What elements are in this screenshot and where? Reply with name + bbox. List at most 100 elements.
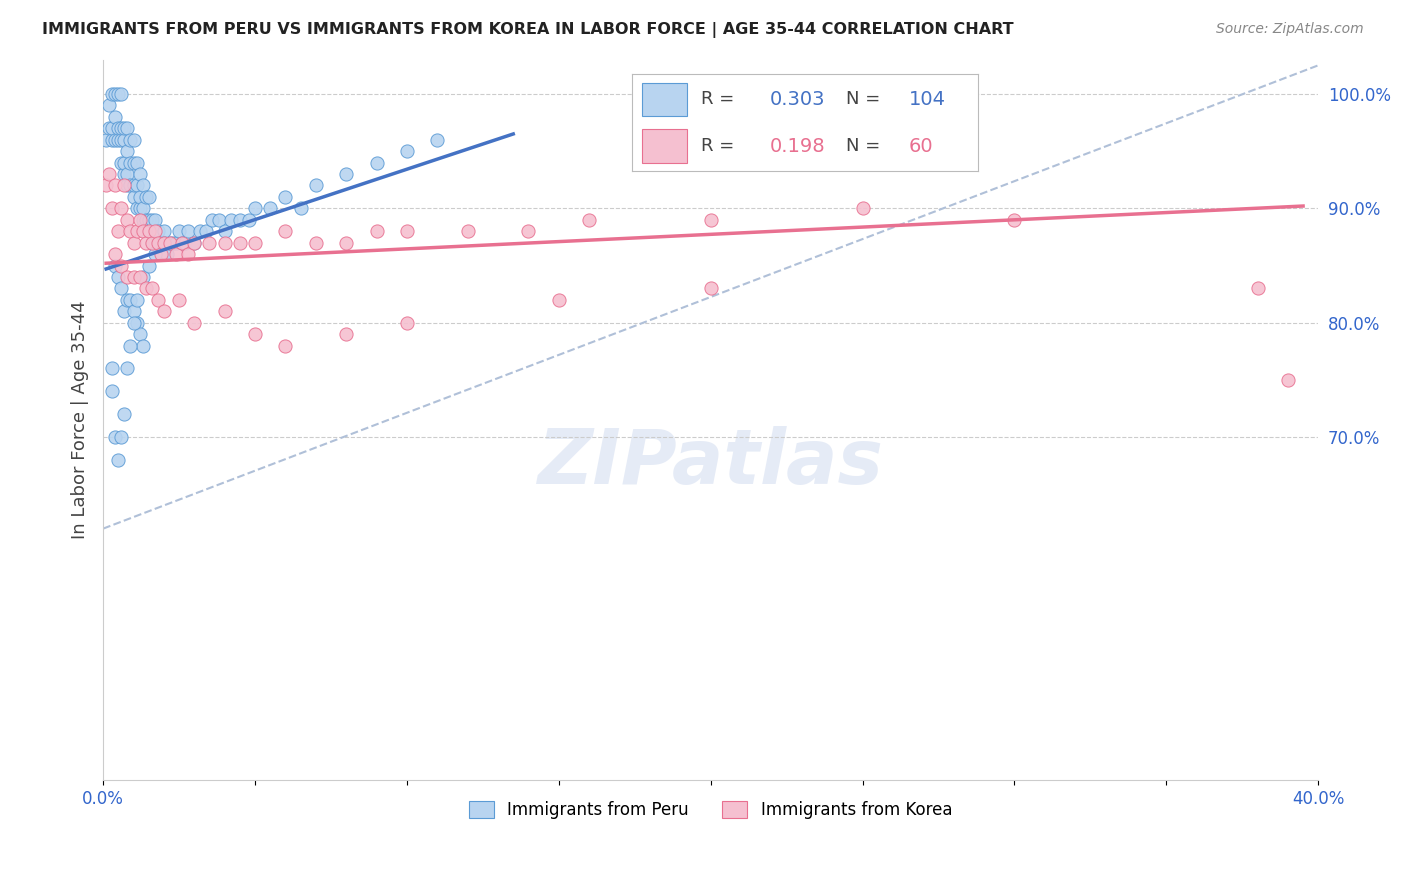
Point	[104, 178, 127, 193]
Point	[122, 190, 145, 204]
Point	[143, 212, 166, 227]
Point	[112, 407, 135, 421]
Point	[120, 224, 142, 238]
Point	[104, 430, 127, 444]
Point	[395, 316, 418, 330]
Point	[1004, 212, 1026, 227]
Point	[128, 167, 150, 181]
Point	[125, 178, 148, 193]
Point	[107, 453, 129, 467]
Point	[122, 316, 145, 330]
Text: ZIPatlas: ZIPatlas	[537, 426, 884, 500]
Point	[1277, 373, 1299, 387]
Point	[138, 259, 160, 273]
Point	[110, 87, 132, 101]
Point	[101, 361, 124, 376]
Point	[165, 247, 187, 261]
Point	[153, 304, 176, 318]
Point	[110, 121, 132, 136]
Text: Source: ZipAtlas.com: Source: ZipAtlas.com	[1216, 22, 1364, 37]
Point	[125, 224, 148, 238]
Point	[101, 133, 124, 147]
Point	[143, 224, 166, 238]
Point	[112, 304, 135, 318]
Point	[107, 121, 129, 136]
Point	[101, 87, 124, 101]
Point	[153, 235, 176, 250]
Point	[167, 293, 190, 307]
Point	[110, 133, 132, 147]
Point	[131, 338, 153, 352]
Point	[183, 316, 205, 330]
Point	[125, 202, 148, 216]
Point	[177, 247, 200, 261]
Point	[149, 247, 172, 261]
Point	[120, 293, 142, 307]
Point	[107, 87, 129, 101]
Point	[131, 212, 153, 227]
Point	[517, 224, 540, 238]
Point	[117, 269, 139, 284]
Point	[146, 235, 169, 250]
Point	[128, 327, 150, 342]
Point	[156, 247, 179, 261]
Point	[110, 281, 132, 295]
Point	[120, 133, 142, 147]
Point	[104, 247, 127, 261]
Point	[153, 224, 176, 238]
Point	[122, 235, 145, 250]
Point	[110, 155, 132, 169]
Point	[243, 327, 266, 342]
Point	[238, 212, 260, 227]
Point	[426, 133, 449, 147]
Point	[135, 281, 157, 295]
Point	[183, 235, 205, 250]
Point	[117, 361, 139, 376]
Point	[138, 224, 160, 238]
Point	[165, 235, 187, 250]
Point	[177, 224, 200, 238]
Point	[104, 259, 127, 273]
Point	[112, 121, 135, 136]
Point	[128, 212, 150, 227]
Point	[174, 235, 197, 250]
Point	[131, 178, 153, 193]
Point	[128, 202, 150, 216]
Point	[335, 327, 357, 342]
Point	[547, 293, 569, 307]
Point	[125, 155, 148, 169]
Point	[141, 212, 163, 227]
Point	[201, 212, 224, 227]
Point	[122, 133, 145, 147]
Point	[128, 190, 150, 204]
Point	[107, 224, 129, 238]
Point	[98, 98, 121, 112]
Point	[138, 190, 160, 204]
Point	[188, 224, 211, 238]
Point	[131, 202, 153, 216]
Y-axis label: In Labor Force | Age 35-44: In Labor Force | Age 35-44	[72, 301, 89, 540]
Point	[131, 269, 153, 284]
Point	[117, 167, 139, 181]
Point	[104, 133, 127, 147]
Point	[122, 178, 145, 193]
Point	[183, 235, 205, 250]
Point	[229, 235, 252, 250]
Text: IMMIGRANTS FROM PERU VS IMMIGRANTS FROM KOREA IN LABOR FORCE | AGE 35-44 CORRELA: IMMIGRANTS FROM PERU VS IMMIGRANTS FROM …	[42, 22, 1014, 38]
Point	[110, 430, 132, 444]
Point	[107, 269, 129, 284]
Point	[112, 167, 135, 181]
Point	[852, 202, 875, 216]
Point	[101, 121, 124, 136]
Point	[104, 87, 127, 101]
Point	[274, 224, 297, 238]
Point	[120, 155, 142, 169]
Point	[395, 224, 418, 238]
Point	[214, 224, 236, 238]
Point	[172, 235, 194, 250]
Point	[146, 235, 169, 250]
Point	[149, 247, 172, 261]
Point	[135, 190, 157, 204]
Point	[117, 144, 139, 158]
Point	[120, 178, 142, 193]
